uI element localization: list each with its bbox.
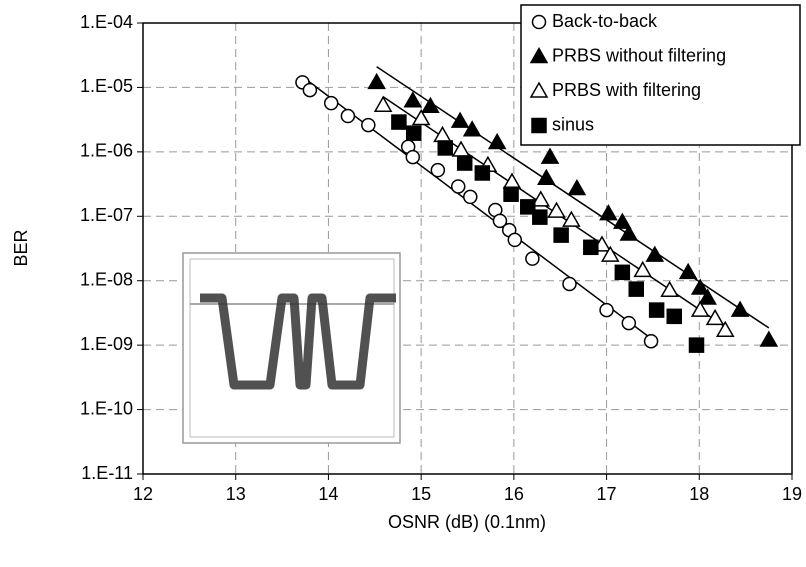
point: [403, 91, 423, 108]
y-tick-label: 1.E-08: [80, 269, 133, 289]
point: [613, 212, 632, 229]
point: [503, 186, 519, 202]
y-tick-label: 1.E-06: [80, 141, 133, 161]
plot-frame: [142, 22, 793, 475]
x-tick-label: 18: [689, 484, 709, 504]
point: [451, 140, 471, 157]
point: [411, 108, 431, 126]
y-tick-label: 1.E-04: [80, 12, 133, 32]
point: [462, 120, 482, 137]
point: [547, 201, 566, 218]
point: [492, 213, 508, 229]
point: [621, 315, 637, 331]
point: [730, 300, 750, 317]
point: [660, 280, 679, 298]
fit-line: [302, 76, 652, 340]
point: [302, 82, 318, 98]
point: [690, 300, 710, 317]
eye-diagram-inset: [182, 252, 401, 444]
point: [537, 168, 556, 185]
legend-marker: [529, 46, 549, 64]
point: [633, 260, 653, 278]
point: [474, 165, 491, 181]
point: [531, 190, 551, 207]
point: [688, 337, 705, 353]
point: [628, 281, 644, 297]
point: [433, 125, 452, 143]
eye-trace: [200, 293, 396, 390]
point: [405, 149, 421, 165]
point: [430, 162, 446, 178]
point: [323, 95, 339, 111]
point: [437, 140, 453, 156]
x-tick-label: 13: [226, 484, 246, 504]
point: [583, 239, 599, 256]
point: [507, 232, 523, 248]
legend-marker: [529, 81, 549, 98]
x-tick-label: 14: [318, 484, 338, 504]
point: [643, 333, 659, 349]
point: [421, 96, 440, 114]
inset-screen: [189, 258, 395, 438]
point: [759, 330, 779, 347]
x-tick-label: 19: [782, 484, 802, 504]
point: [614, 264, 631, 281]
legend-label: PRBS with filtering: [552, 80, 701, 100]
y-tick-label: 1.E-07: [80, 205, 133, 225]
y-axis-title: BER: [11, 229, 31, 266]
point: [525, 251, 540, 266]
point: [405, 125, 422, 141]
point: [340, 108, 356, 124]
point: [450, 111, 470, 128]
legend-label: PRBS without filtering: [552, 45, 726, 65]
point: [520, 199, 536, 215]
point: [599, 204, 618, 221]
y-tick-label: 1.E-05: [80, 76, 133, 96]
y-tick-label: 1.E-10: [80, 398, 133, 418]
point: [562, 276, 577, 292]
x-tick-label: 12: [133, 484, 153, 504]
point: [391, 114, 407, 130]
point: [645, 245, 665, 262]
y-tick-label: 1.E-11: [81, 463, 133, 483]
point: [678, 262, 698, 280]
point: [600, 245, 620, 262]
point: [361, 117, 376, 133]
point: [532, 209, 548, 225]
point: [553, 227, 569, 243]
point: [648, 302, 665, 318]
point: [540, 147, 560, 164]
x-tick-label: 16: [504, 484, 524, 504]
point: [715, 320, 735, 338]
point: [373, 95, 393, 112]
x-tick-label: 15: [411, 484, 431, 504]
point: [456, 155, 473, 171]
x-axis-title: OSNR (dB) (0.1nm): [388, 512, 546, 532]
legend-box: [520, 4, 801, 146]
point: [599, 302, 614, 318]
point: [463, 189, 478, 205]
y-tick-label: 1.E-09: [80, 334, 133, 354]
legend-marker: [531, 117, 547, 134]
point: [619, 224, 639, 241]
point: [367, 72, 386, 90]
legend-marker: [531, 14, 547, 30]
point: [698, 288, 717, 305]
point: [567, 178, 587, 196]
point: [562, 210, 581, 227]
point: [450, 179, 466, 194]
point: [705, 308, 725, 326]
legend: Back-to-back PRBS without filtering PRBS w…: [520, 4, 801, 146]
legend-label: Back-to-back: [552, 11, 658, 31]
point: [487, 132, 507, 150]
legend-label: sinus: [552, 114, 594, 134]
point: [666, 308, 683, 325]
point: [690, 278, 710, 295]
point: [502, 172, 522, 189]
x-tick-label: 17: [597, 484, 617, 504]
